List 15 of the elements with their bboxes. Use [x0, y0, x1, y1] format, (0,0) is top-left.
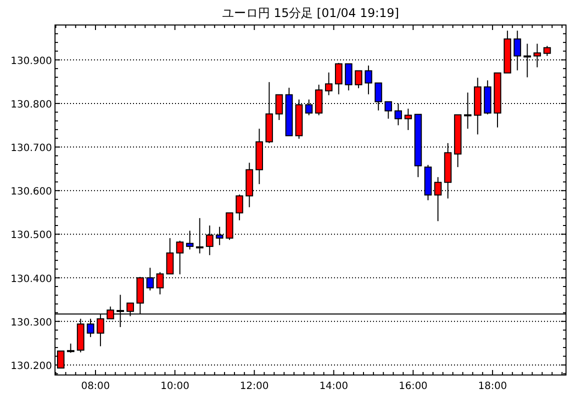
x-tick-label: 10:00 [160, 381, 190, 392]
y-tick-label: 130.200 [10, 360, 52, 372]
x-tick-label: 08:00 [81, 381, 110, 392]
y-tick-label: 130.800 [10, 99, 52, 110]
y-tick-label: 130.400 [10, 274, 52, 285]
title: ユーロ円 15分足 [01/04 19:19] [222, 6, 400, 20]
y-tick-label: 130.900 [10, 56, 52, 67]
x-tick-label: 18:00 [478, 381, 507, 392]
x-tick-label: 16:00 [398, 381, 428, 392]
x-tick-label: 12:00 [240, 381, 269, 392]
y-tick-label: 130.600 [10, 186, 52, 198]
y-tick-label: 130.300 [10, 317, 52, 328]
y-tick-label: 130.500 [10, 230, 52, 242]
y-tick-label: 130.700 [10, 143, 52, 154]
x-tick-label: 14:00 [319, 381, 348, 392]
